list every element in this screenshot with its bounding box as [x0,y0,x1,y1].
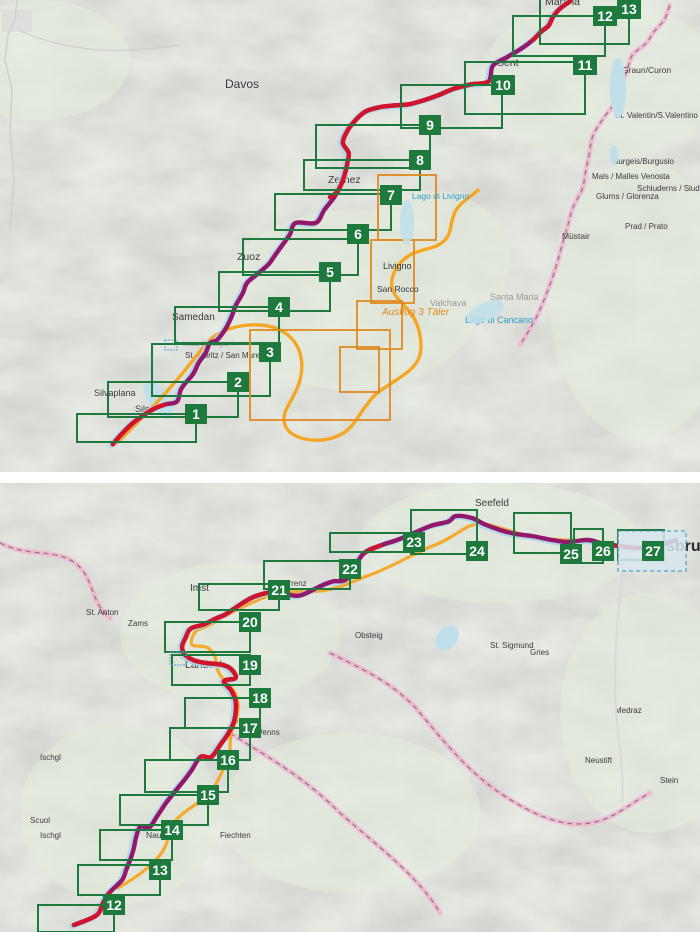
svg-text:Müstair: Müstair [562,231,590,241]
svg-text:13: 13 [621,1,637,17]
svg-text:1: 1 [192,406,200,422]
svg-text:16: 16 [220,752,236,768]
svg-text:Lago di Livigno: Lago di Livigno [412,191,469,201]
svg-text:19: 19 [242,657,258,673]
svg-text:18: 18 [252,690,268,706]
svg-text:8: 8 [416,152,424,168]
svg-text:St. Anton: St. Anton [86,608,118,617]
svg-text:23: 23 [406,534,422,550]
svg-text:3: 3 [266,344,274,360]
svg-text:15: 15 [200,787,216,803]
svg-text:Samedan: Samedan [172,312,215,323]
svg-text:St. Valentin/S.Valentino: St. Valentin/S.Valentino [615,111,698,120]
svg-text:Medraz: Medraz [615,706,642,715]
svg-text:Graun/Curon: Graun/Curon [622,65,671,75]
svg-text:Fiechten: Fiechten [220,831,251,840]
svg-text:Prad / Prato: Prad / Prato [625,222,668,231]
svg-text:14: 14 [164,822,180,838]
svg-text:22: 22 [342,561,358,577]
svg-text:10: 10 [495,77,511,93]
svg-text:24: 24 [469,543,485,559]
svg-text:Burgeis/Burgusio: Burgeis/Burgusio [613,157,674,166]
svg-text:12: 12 [106,897,122,913]
svg-text:12: 12 [597,8,613,24]
svg-text:Ischgl: Ischgl [40,831,61,840]
svg-text:5: 5 [326,264,334,280]
svg-text:Obsteig: Obsteig [355,631,383,640]
svg-text:Ischgl: Ischgl [40,753,61,762]
svg-text:Silvaplana: Silvaplana [94,388,136,398]
svg-text:26: 26 [595,543,611,559]
svg-text:27: 27 [645,543,661,559]
svg-text:20: 20 [242,614,258,630]
svg-text:Livigno: Livigno [383,261,412,271]
svg-text:Seefeld: Seefeld [475,498,509,509]
svg-text:Scuol: Scuol [30,816,50,825]
svg-text:Davos: Davos [225,77,259,91]
svg-text:Glurns / Glorenza: Glurns / Glorenza [596,192,659,201]
svg-text:2: 2 [234,374,242,390]
svg-text:21: 21 [271,582,287,598]
svg-text:11: 11 [578,57,593,73]
svg-text:7: 7 [387,187,395,203]
svg-text:Zuoz: Zuoz [237,251,260,263]
svg-text:Gries: Gries [530,648,549,657]
svg-text:St. Sigmund: St. Sigmund [490,641,534,650]
svg-text:13: 13 [152,862,168,878]
svg-text:4: 4 [275,299,283,315]
svg-text:Zams: Zams [128,619,148,628]
svg-text:Ausflug 3 Täler: Ausflug 3 Täler [381,307,450,318]
svg-text:Stein: Stein [660,776,678,785]
svg-text:Mals / Malles Venosta: Mals / Malles Venosta [592,172,670,181]
svg-text:6: 6 [354,226,362,242]
svg-text:17: 17 [242,720,258,736]
svg-text:San Rocco: San Rocco [377,284,419,294]
svg-text:25: 25 [563,546,579,562]
svg-text:9: 9 [426,117,434,133]
svg-text:Neustift: Neustift [585,756,613,765]
